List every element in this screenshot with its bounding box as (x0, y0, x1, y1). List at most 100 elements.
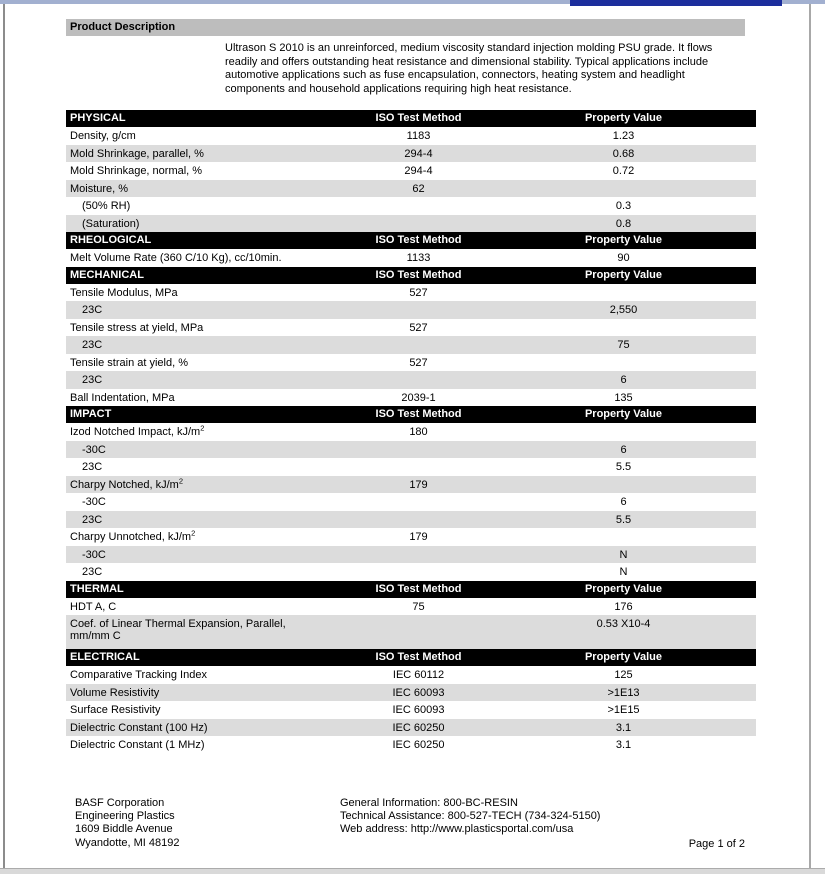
window-top-edge (0, 0, 825, 6)
property-name: Coef. of Linear Thermal Expansion, Paral… (70, 618, 286, 642)
test-method (346, 441, 491, 459)
table-row: Izod Notched Impact, kJ/m2 180 (66, 423, 756, 441)
contact-line: Web address: http://www.plasticsportal.c… (340, 823, 574, 836)
property-name: Tensile stress at yield, MPa (70, 321, 204, 334)
table-row: 23C 5.5 (66, 510, 756, 529)
property-value: 6 (620, 443, 627, 456)
section-title: RHEOLOGICAL (70, 234, 152, 246)
property-name: -30C (82, 548, 106, 561)
value-column-label: Property Value (584, 234, 663, 246)
table-row: (Saturation) 0.8 (66, 214, 756, 233)
table-row: Dielectric Constant (1 MHz) IEC 60250 3.1 (66, 736, 756, 754)
property-name: 23C (82, 339, 103, 351)
property-value: 176 (614, 600, 633, 613)
address-line: 1609 Biddle Avenue (75, 823, 173, 836)
table-row: 23C 2,550 (66, 301, 756, 319)
table-row: 23C 6 (66, 371, 756, 389)
property-name: Charpy Notched, kJ/m2 (70, 475, 183, 491)
property-name: Charpy Unnotched, kJ/m2 (70, 528, 196, 543)
method-column-label: ISO Test Method (375, 268, 462, 281)
value-column-label: Property Value (584, 112, 663, 124)
property-table: PHYSICAL ISO Test Method Property Value Den… (66, 110, 756, 754)
address-line: BASF Corporation (75, 797, 165, 809)
test-method: IEC 60093 (392, 686, 445, 699)
property-name: Tensile Modulus, MPa (70, 286, 178, 299)
product-description-title: Product Description (70, 21, 176, 33)
test-method (346, 511, 491, 529)
property-value: 125 (614, 669, 633, 681)
property-name: Dielectric Constant (1 MHz) (70, 739, 205, 751)
property-name: Izod Notched Impact, kJ/m2 (70, 423, 205, 438)
contact-line: Technical Assistance: 800-527-TECH (734-… (340, 810, 601, 823)
property-value: N (619, 566, 628, 578)
property-name: Moisture, % (70, 182, 129, 195)
section-title: IMPACT (70, 408, 112, 420)
property-value: 0.53 X10-4 (596, 618, 651, 630)
table-row: Volume Resistivity IEC 60093 >1E13 (66, 683, 756, 701)
method-column-label: ISO Test Method (375, 112, 462, 124)
property-name: Tensile strain at yield, % (70, 356, 188, 369)
test-method: 180 (409, 426, 428, 438)
property-value (491, 423, 756, 441)
section-header-impact: IMPACT ISO Test Method Property Value (66, 406, 756, 423)
section-title: ELECTRICAL (70, 651, 140, 663)
address-line: Wyandotte, MI 48192 (75, 836, 180, 849)
page-indicator: Page 1 of 2 (688, 838, 745, 850)
property-name: 23C (82, 566, 103, 578)
method-column-label: ISO Test Method (375, 651, 462, 663)
table-row: Charpy Notched, kJ/m2 179 (66, 475, 756, 494)
property-name: Melt Volume Rate (360 C/10 Kg), cc/10min… (70, 252, 282, 264)
document-page: Product Description Ultrason S 2010 is a… (66, 19, 756, 754)
test-method (346, 371, 491, 389)
table-row: -30C 6 (66, 440, 756, 459)
test-method: 294-4 (404, 165, 433, 177)
property-value: 3.1 (615, 721, 632, 734)
table-row: Tensile stress at yield, MPa 527 (66, 319, 756, 337)
table-row: 23C N (66, 563, 756, 581)
property-value: N (619, 548, 628, 561)
address-line: Engineering Plastics (75, 810, 175, 823)
test-method: 2039-1 (401, 391, 436, 404)
property-value: >1E15 (607, 704, 640, 716)
property-name: 23C (82, 461, 103, 473)
property-name: (Saturation) (82, 217, 140, 230)
property-value: 75 (617, 339, 630, 351)
property-value (491, 476, 756, 494)
property-name: Volume Resistivity (70, 686, 160, 699)
test-method: 527 (409, 286, 428, 299)
table-row: Comparative Tracking Index IEC 60112 125 (66, 666, 756, 684)
table-row: 23C 5.5 (66, 458, 756, 476)
section-title: MECHANICAL (70, 268, 144, 281)
test-method (346, 215, 491, 233)
property-value: 0.68 (612, 147, 635, 160)
value-column-label: Property Value (584, 651, 663, 663)
test-method: 527 (409, 321, 428, 334)
window-title-bar-fragment (570, 0, 782, 6)
property-name: (50% RH) (82, 200, 131, 212)
test-method (346, 615, 491, 649)
test-method (346, 546, 491, 564)
property-name: 23C (82, 513, 103, 526)
contact-line: General Information: 800-BC-RESIN (340, 797, 518, 809)
property-name: Ball Indentation, MPa (70, 391, 175, 404)
property-name: Mold Shrinkage, normal, % (70, 165, 203, 177)
property-value (491, 180, 756, 198)
property-name: 23C (82, 304, 103, 316)
test-method: 294-4 (404, 147, 433, 160)
table-row: Charpy Unnotched, kJ/m2 179 (66, 528, 756, 546)
table-row: Melt Volume Rate (360 C/10 Kg), cc/10min… (66, 249, 756, 267)
table-row: Dielectric Constant (100 Hz) IEC 60250 3.1 (66, 718, 756, 736)
company-address-block: BASF Corporation Engineering Plastics 1609… (75, 797, 179, 850)
property-name: HDT A, C (70, 600, 117, 613)
property-name: -30C (82, 443, 106, 456)
property-name: Density, g/cm (70, 130, 136, 142)
test-method (346, 336, 491, 354)
section-title: THERMAL (70, 582, 124, 595)
property-name: Comparative Tracking Index (70, 669, 207, 681)
test-method (346, 563, 491, 581)
section-header-mechanical: MECHANICAL ISO Test Method Property Value (66, 266, 756, 284)
property-value: 90 (617, 252, 630, 264)
table-row: Mold Shrinkage, parallel, % 294-4 0.68 (66, 144, 756, 162)
value-column-label: Property Value (584, 582, 663, 595)
property-name: 23C (82, 374, 103, 386)
